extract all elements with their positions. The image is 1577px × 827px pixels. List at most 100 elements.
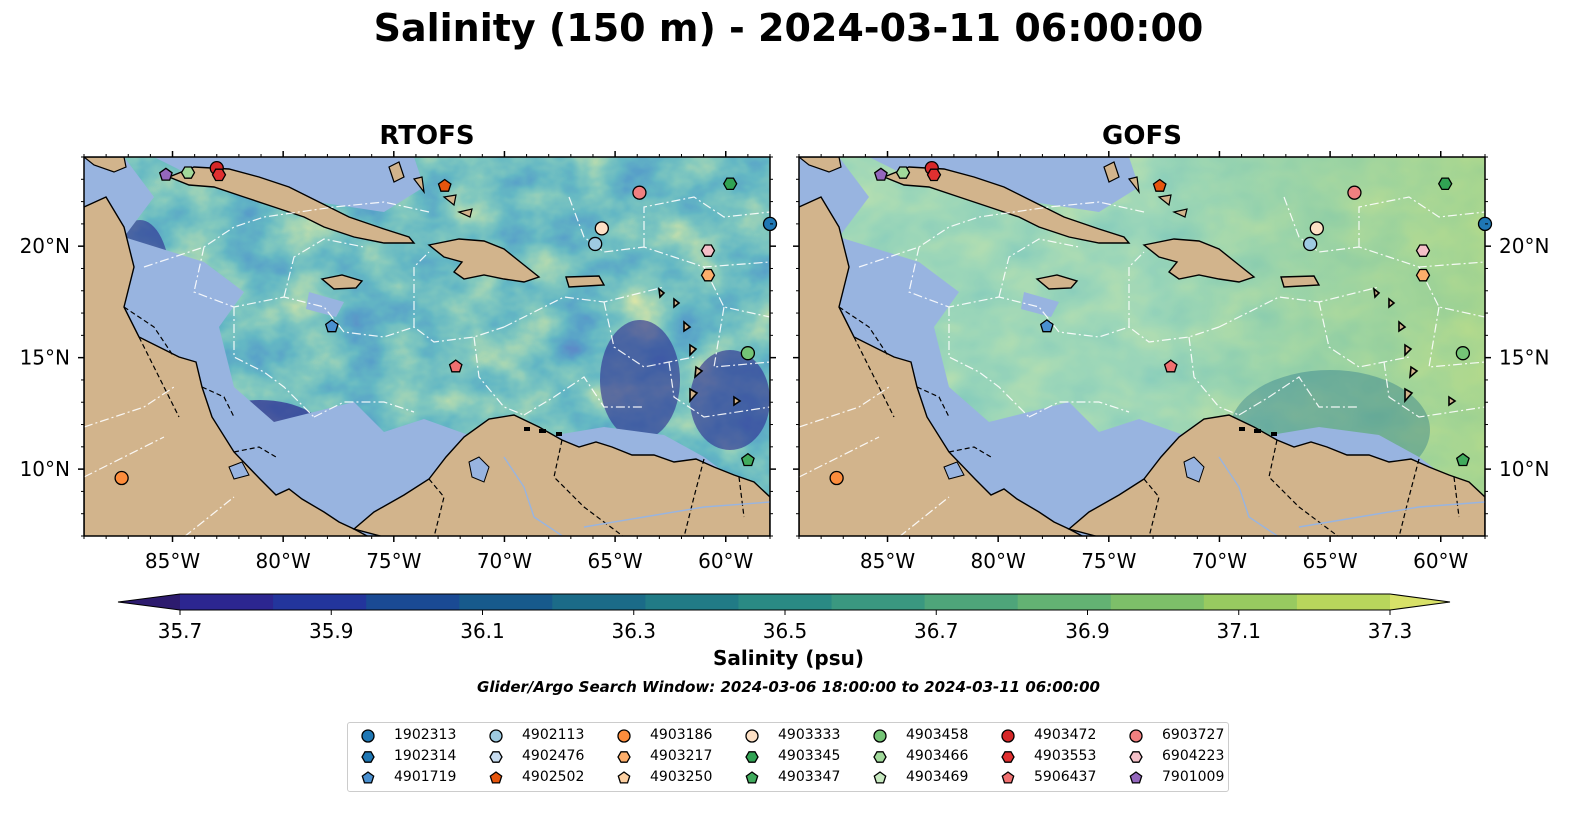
legend-marker — [1129, 771, 1143, 784]
lon-tick-label: 65°W — [587, 549, 642, 573]
panel-title-rtofs: RTOFS — [379, 121, 475, 151]
legend-marker-icon — [1001, 729, 1015, 743]
float-marker — [1347, 185, 1362, 200]
legend-label: 1902314 — [394, 748, 457, 764]
legend-marker-icon — [745, 751, 759, 763]
colorbar-segment — [1110, 594, 1205, 610]
colorbar: 35.7 35.9 36.1 36.3 36.5 36.7 36.9 37.1 37.3 — [117, 593, 1451, 643]
figure-title: Salinity (150 m) - 2024-03-11 06:00:00 — [373, 6, 1204, 50]
float-markers-rtofs — [114, 160, 778, 486]
lon-tick-label: 85°W — [145, 549, 200, 573]
legend-label: 4903466 — [906, 748, 969, 764]
legend-label: 4903345 — [778, 748, 841, 764]
colorbar-tick-label: 35.9 — [309, 619, 354, 643]
colorbar-segment — [1296, 594, 1391, 610]
lon-tick-label: 70°W — [1192, 549, 1247, 573]
colorbar-segment — [738, 594, 833, 610]
legend-marker-icon — [361, 729, 375, 743]
float-marker — [324, 319, 339, 333]
legend-marker — [1129, 729, 1143, 743]
legend-label: 4903472 — [1034, 727, 1097, 743]
float-marker — [1152, 178, 1167, 192]
colorbar-tick-label: 36.7 — [914, 619, 959, 643]
float-marker — [1303, 236, 1318, 252]
float-marker — [211, 168, 227, 182]
float-marker — [114, 470, 129, 486]
colorbar-tick-label: 36.3 — [611, 619, 656, 643]
legend-label: 5906437 — [1034, 769, 1097, 785]
legend-label: 4902476 — [522, 748, 585, 764]
lon-tick-label: 75°W — [366, 549, 421, 573]
legend-marker — [617, 751, 631, 763]
lon-tick-label: 80°W — [256, 549, 311, 573]
legend-marker — [361, 771, 375, 784]
legend-marker-icon — [1001, 751, 1015, 763]
map-panel-gofs — [798, 156, 1493, 537]
legend-marker-icon — [1001, 771, 1015, 784]
float-marker — [1437, 177, 1453, 191]
colorbar-tick-label: 37.3 — [1368, 619, 1413, 643]
legend-label: 4903458 — [906, 727, 969, 743]
legend-marker-icon — [489, 771, 503, 784]
map-axes: 85°W 80°W 75°W 70°W 65°W 60°W 85°W 80°W 75°W 70°W… — [20, 151, 1549, 573]
float-marker — [722, 177, 738, 191]
float-marker — [180, 166, 196, 179]
legend-marker-icon — [873, 729, 887, 743]
float-marker — [588, 236, 603, 252]
legend-marker — [873, 751, 887, 763]
legend-marker-icon — [1129, 751, 1143, 763]
colorbar-segment — [366, 594, 460, 610]
legend-label: 4903217 — [650, 748, 713, 764]
colorbar-tick-label: 36.5 — [763, 619, 808, 643]
float-markers-gofs — [829, 160, 1493, 486]
legend-label: 4903553 — [1034, 748, 1097, 764]
colorbar-tick-label: 36.9 — [1065, 619, 1110, 643]
legend-marker — [1129, 751, 1143, 763]
float-marker — [740, 346, 756, 361]
legend-marker-icon — [489, 729, 503, 743]
float-marker — [700, 268, 716, 282]
float-marker — [158, 167, 173, 181]
float-marker — [437, 178, 452, 192]
legend-marker — [617, 771, 631, 784]
legend-marker — [361, 751, 375, 763]
legend-label: 4903250 — [650, 769, 713, 785]
float-marker — [1163, 359, 1178, 373]
float-marker — [1455, 452, 1470, 467]
legend-marker-icon — [489, 751, 503, 763]
panel-title-gofs: GOFS — [1102, 121, 1182, 151]
float-marker — [632, 185, 647, 200]
legend-marker-icon — [873, 751, 887, 763]
float-legend: 1902313 1902314 4901719 4902113 4902476 49025… — [347, 722, 1229, 792]
legend-marker-icon — [1129, 729, 1143, 743]
legend-marker — [745, 729, 759, 743]
colorbar-segment — [552, 594, 646, 610]
lon-tick-label: 65°W — [1302, 549, 1357, 573]
float-marker — [1415, 268, 1431, 282]
legend-label: 4903186 — [650, 727, 713, 743]
colorbar-segment — [924, 594, 1019, 610]
colorbar-label: Salinity (psu) — [712, 646, 864, 670]
legend-marker — [1001, 729, 1015, 743]
lat-tick-label: 15°N — [20, 346, 70, 370]
legend-marker-icon — [1129, 771, 1143, 784]
legend-label: 7901009 — [1162, 769, 1225, 785]
legend-marker-icon — [617, 729, 631, 743]
lon-tick-label: 80°W — [971, 549, 1026, 573]
lat-tick-label: 20°N — [20, 234, 70, 258]
colorbar-segment — [459, 594, 553, 610]
float-marker — [895, 166, 911, 179]
legend-marker — [489, 729, 503, 743]
colorbar-segment — [273, 594, 367, 610]
float-marker — [873, 167, 888, 181]
float-marker — [829, 470, 844, 486]
float-marker — [1309, 221, 1324, 236]
colorbar-tick-label: 35.7 — [158, 619, 203, 643]
float-marker — [740, 452, 755, 467]
legend-marker-icon — [745, 771, 759, 784]
lon-tick-label: 85°W — [860, 549, 915, 573]
colorbar-segment — [1203, 594, 1298, 610]
legend-marker — [1001, 751, 1015, 763]
colorbar-tick-label: 36.1 — [460, 619, 505, 643]
legend-marker-icon — [617, 751, 631, 763]
